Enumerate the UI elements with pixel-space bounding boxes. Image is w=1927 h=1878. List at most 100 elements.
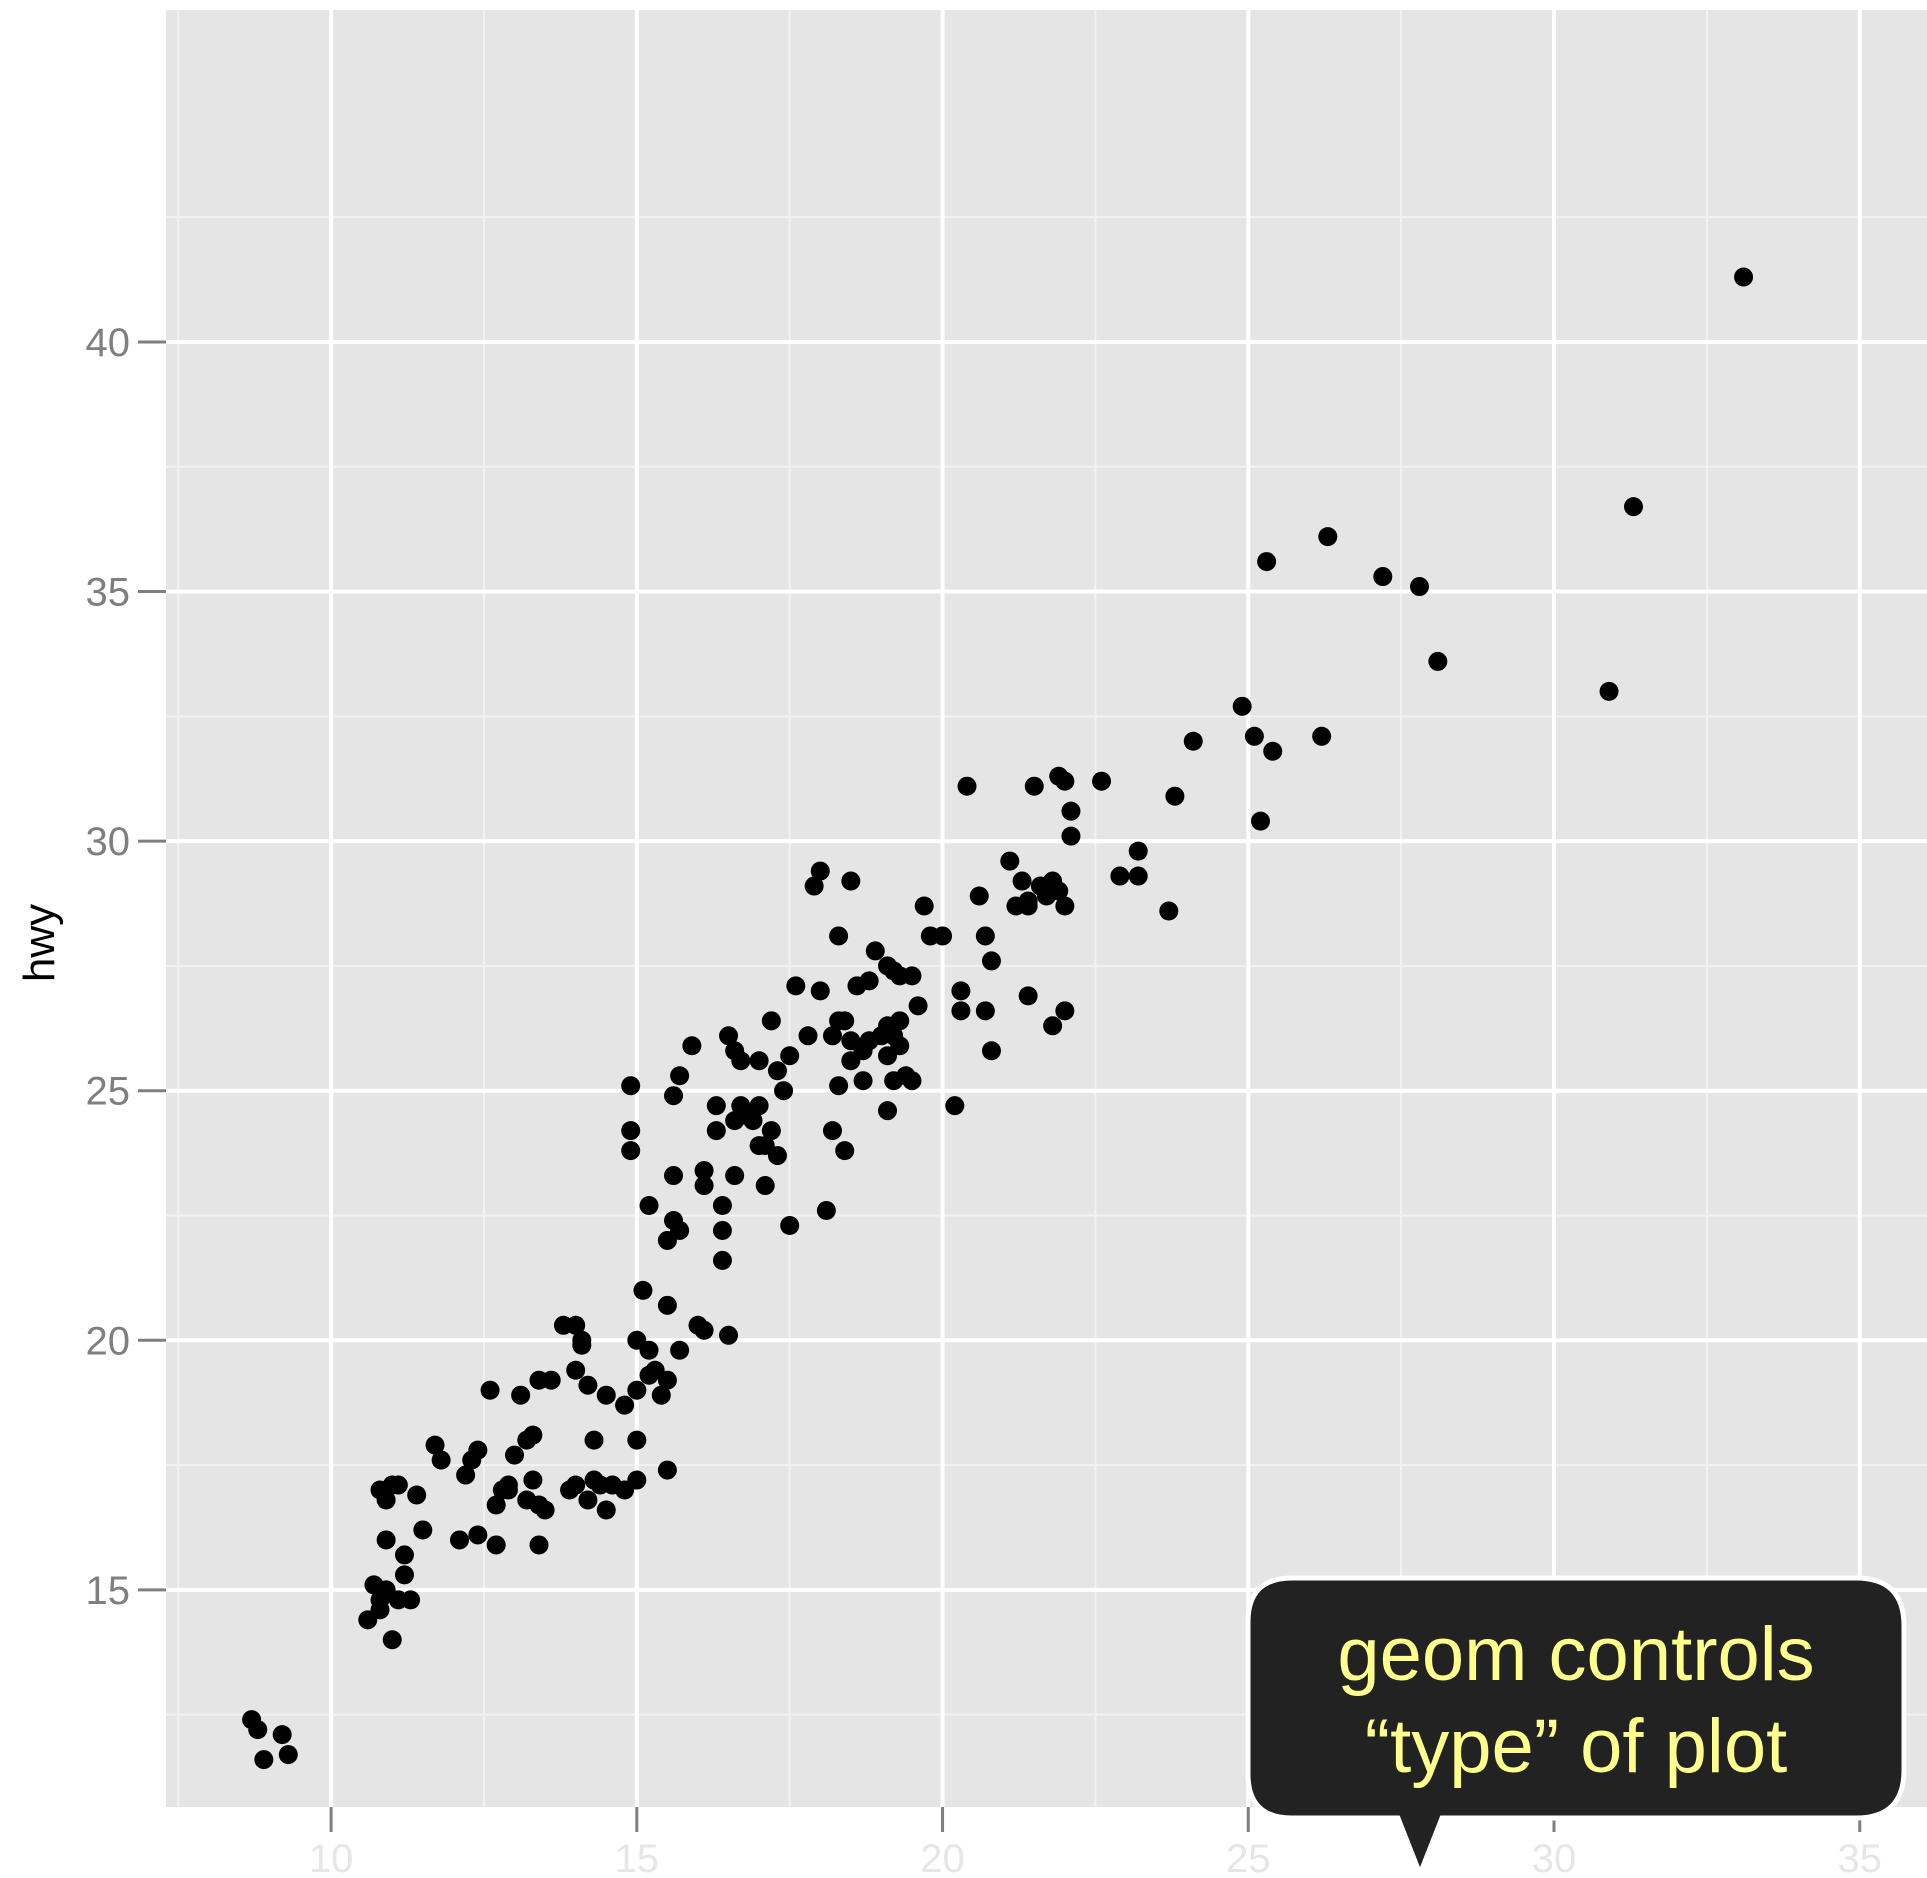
data-point: [480, 1380, 500, 1400]
y-tick-label: 25: [86, 1070, 131, 1114]
plot-panel: [166, 10, 1927, 1807]
data-point: [694, 1161, 714, 1181]
data-point: [523, 1470, 543, 1490]
data-point: [975, 1001, 995, 1021]
data-point: [505, 1445, 525, 1465]
x-tick-label: 35: [1837, 1837, 1882, 1878]
data-point: [865, 941, 885, 961]
data-point: [719, 1325, 739, 1345]
callout-line-2: “type” of plot: [1365, 1704, 1787, 1789]
data-point: [376, 1530, 396, 1550]
data-point: [407, 1485, 427, 1505]
data-point: [780, 1046, 800, 1066]
data-point: [376, 1490, 396, 1510]
data-point: [621, 1141, 641, 1161]
data-point: [578, 1375, 598, 1395]
y-tick-label: 30: [86, 820, 131, 864]
data-point: [486, 1535, 506, 1555]
data-point: [816, 1200, 836, 1220]
data-point: [254, 1750, 274, 1770]
data-point: [1165, 786, 1185, 806]
data-point: [248, 1720, 268, 1740]
data-point: [712, 1250, 732, 1270]
data-point: [859, 971, 879, 991]
data-point: [388, 1475, 408, 1495]
data-point: [566, 1315, 586, 1335]
data-point: [1263, 741, 1283, 761]
data-point: [401, 1590, 421, 1610]
data-point: [712, 1196, 732, 1216]
data-point: [902, 1071, 922, 1091]
callout-line-1: geom controls: [1337, 1612, 1814, 1697]
data-point: [969, 886, 989, 906]
callout-bubble: [1245, 1575, 1907, 1878]
data-point: [456, 1465, 476, 1485]
data-point: [486, 1495, 506, 1515]
data-point: [468, 1525, 488, 1545]
data-point: [639, 1196, 659, 1216]
data-point: [981, 1041, 1001, 1061]
data-point: [394, 1545, 414, 1565]
data-point: [1055, 771, 1075, 791]
data-point: [425, 1435, 445, 1455]
data-point: [1000, 851, 1020, 871]
data-point: [1018, 896, 1038, 916]
data-point: [767, 1146, 787, 1166]
data-point: [1049, 881, 1069, 901]
data-point: [651, 1385, 671, 1405]
data-point: [774, 1081, 794, 1101]
data-point: [1061, 801, 1081, 821]
data-point: [1012, 871, 1032, 891]
data-point: [725, 1166, 745, 1186]
data-point: [370, 1600, 390, 1620]
y-tick-label: 15: [86, 1569, 131, 1613]
data-point: [853, 1071, 873, 1091]
x-tick-label: 15: [615, 1837, 660, 1878]
data-point: [1251, 811, 1271, 831]
data-point: [523, 1425, 543, 1445]
data-point: [890, 1036, 910, 1056]
y-axis-title: hwy: [15, 904, 64, 982]
data-point: [755, 1176, 775, 1196]
callout: geom controls “type” of plot: [1245, 1575, 1907, 1878]
data-point: [657, 1370, 677, 1390]
data-point: [981, 951, 1001, 971]
data-point: [1599, 681, 1619, 701]
data-point: [1734, 267, 1754, 287]
data-point: [1428, 651, 1448, 671]
data-point: [627, 1430, 647, 1450]
data-point: [621, 1076, 641, 1096]
data-point: [1624, 497, 1643, 517]
data-point: [890, 1011, 910, 1031]
data-point: [829, 1076, 849, 1096]
data-point: [278, 1745, 298, 1765]
axes: 15 20 25 30 35 40 10 15 20 25 30 35: [86, 321, 1882, 1878]
data-point: [468, 1440, 488, 1460]
data-point: [664, 1086, 684, 1106]
minor-gridlines: [166, 10, 1927, 1807]
data-point: [566, 1360, 586, 1380]
data-point: [1018, 986, 1038, 1006]
data-point: [914, 896, 934, 916]
data-point: [933, 926, 953, 946]
data-point: [596, 1500, 616, 1520]
data-point: [1024, 776, 1044, 796]
data-point: [1244, 726, 1264, 746]
data-point: [431, 1450, 451, 1470]
data-point: [1409, 577, 1429, 597]
data-point: [541, 1370, 561, 1390]
data-point: [670, 1340, 690, 1360]
data-point: [810, 981, 830, 1001]
data-point: [566, 1475, 586, 1495]
major-gridlines: [166, 10, 1927, 1807]
data-point: [596, 1385, 616, 1405]
data-point: [957, 776, 977, 796]
data-point: [670, 1220, 690, 1240]
data-point: [529, 1535, 549, 1555]
data-point: [1110, 866, 1130, 886]
data-point: [621, 1121, 641, 1141]
data-point: [798, 1026, 818, 1046]
data-point: [615, 1395, 635, 1415]
data-point: [498, 1475, 518, 1495]
